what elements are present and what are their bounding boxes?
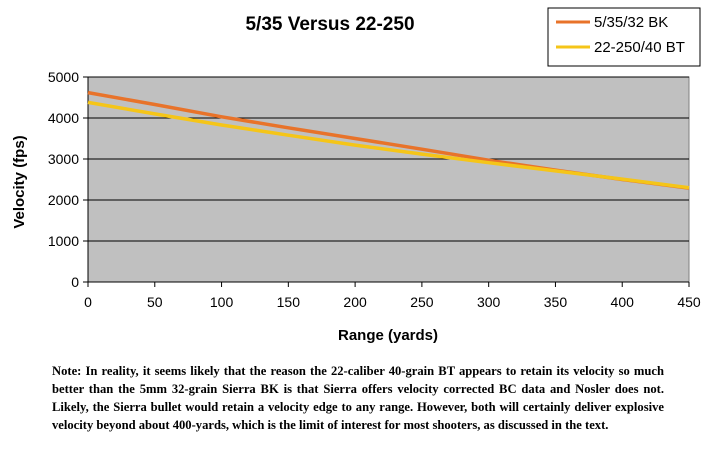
x-tick-label-300: 300	[477, 294, 501, 310]
x-tick-label-350: 350	[544, 294, 568, 310]
chart-title: 5/35 Versus 22-250	[245, 14, 414, 35]
legend-box	[547, 7, 701, 67]
y-tick-label-2000: 2000	[48, 192, 79, 208]
y-axis-title: Velocity (fps)	[11, 135, 28, 228]
x-axis-title: Range (yards)	[338, 327, 438, 344]
y-tick-label-5000: 5000	[48, 69, 79, 85]
legend-label-series-2: 22-250/40 BT	[594, 39, 685, 56]
series-line-2	[87, 100, 690, 190]
axes	[87, 77, 689, 283]
tick-labels: 0 1000 2000 3000 4000 5000 0 50 100 150 200 250 300 3…	[48, 69, 701, 310]
x-tick-label-450: 450	[677, 294, 701, 310]
velocity-chart: 5/35 Versus 22-250 0 1000 2000 3000 4000 5000…	[11, 7, 701, 344]
x-tick-label-100: 100	[210, 294, 234, 310]
series-lines	[87, 90, 690, 190]
y-tick-label-3000: 3000	[48, 151, 79, 167]
legend: 5/35/32 BK 22-250/40 BT	[547, 7, 701, 67]
x-tick-label-200: 200	[343, 294, 367, 310]
chart-note: Note: In reality, it seems likely that t…	[52, 364, 664, 432]
chart-svg: 5/35 Versus 22-250 010002000300040005000…	[11, 7, 701, 344]
x-tick-label-50: 50	[147, 294, 163, 310]
y-tick-label-1000: 1000	[48, 233, 79, 249]
x-tick-label-0: 0	[84, 294, 92, 310]
x-tick-label-150: 150	[277, 294, 301, 310]
y-tick-label-4000: 4000	[48, 110, 79, 126]
x-tick-label-250: 250	[410, 294, 434, 310]
legend-label-series-1: 5/35/32 BK	[594, 14, 668, 31]
y-tick-label-0: 0	[71, 274, 79, 290]
x-tick-label-400: 400	[611, 294, 635, 310]
